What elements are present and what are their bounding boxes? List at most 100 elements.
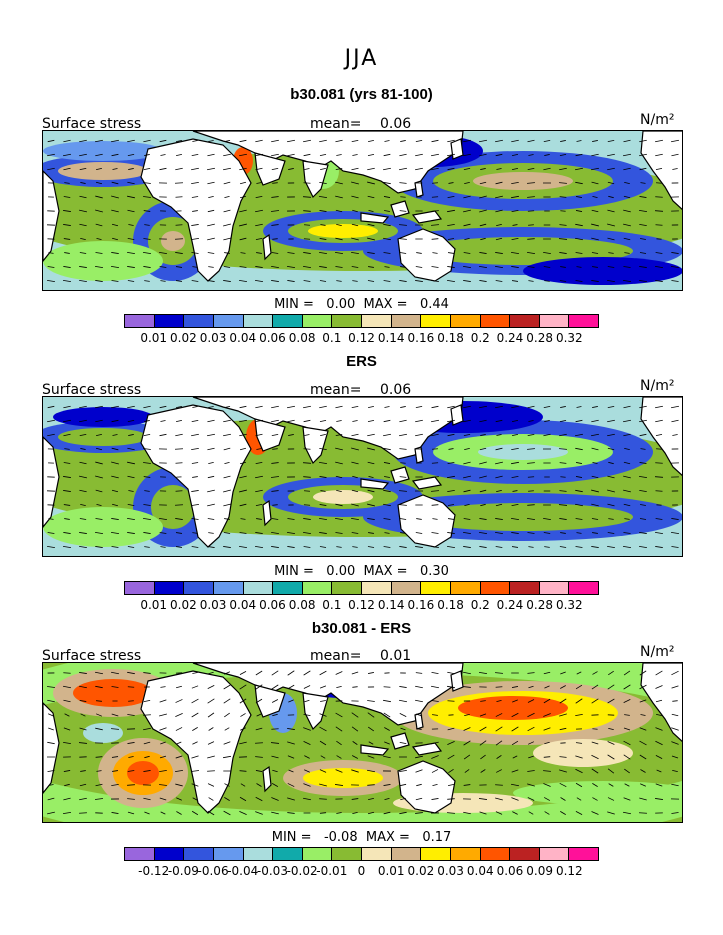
stress-arrow [79, 518, 87, 520]
stress-arrow [175, 280, 183, 282]
contour-region [58, 428, 148, 446]
stress-arrow [271, 139, 279, 143]
stress-arrow [95, 447, 103, 451]
stress-arrow [592, 266, 598, 268]
stress-arrow [608, 727, 614, 731]
stress-arrow [208, 671, 214, 675]
stress-arrow [336, 420, 342, 422]
stress-arrow [111, 812, 119, 814]
stress-arrow [575, 419, 583, 423]
stress-arrow [175, 433, 183, 437]
stress-arrow [511, 476, 519, 478]
stress-arrow [623, 209, 631, 213]
land-mass [140, 404, 252, 548]
stress-arrow [623, 670, 631, 676]
stress-arrow [224, 727, 230, 731]
stress-arrow [367, 784, 375, 786]
panel-1-minmax: MIN = 0.00 MAX = 0.44 [0, 297, 723, 312]
land-mass [450, 138, 464, 160]
stress-arrow [175, 266, 183, 268]
stress-arrow [575, 518, 583, 520]
stress-arrow [96, 713, 102, 717]
stress-arrow [592, 671, 598, 675]
stress-arrow [607, 503, 615, 507]
stress-arrow [463, 671, 471, 675]
stress-arrow [255, 419, 263, 423]
stress-arrow [191, 518, 199, 520]
stress-arrow [415, 685, 423, 689]
stress-arrow [384, 727, 390, 731]
stress-arrow [383, 546, 391, 548]
stress-arrow [495, 139, 503, 143]
stress-arrow [127, 742, 135, 744]
stress-arrow [367, 726, 375, 732]
stress-arrow [415, 812, 423, 814]
stress-arrow [479, 447, 487, 451]
stress-arrow [191, 167, 199, 171]
colorbar-tick-label: 0.32 [555, 598, 583, 612]
stress-arrow [319, 685, 327, 689]
stress-arrow [671, 518, 679, 520]
stress-arrow [479, 726, 487, 732]
colorbar-swatch [569, 315, 598, 327]
stress-arrow [271, 518, 279, 520]
stress-arrow [527, 672, 535, 674]
stress-arrow [239, 770, 247, 772]
stress-arrow [79, 252, 87, 254]
stress-arrow [607, 139, 615, 143]
stress-arrow [607, 181, 615, 185]
stress-arrow [96, 700, 102, 702]
stress-arrow [463, 153, 471, 157]
stress-arrow [447, 405, 455, 409]
colorbar-tick-label: 0.12 [555, 864, 583, 878]
stress-arrow [622, 811, 632, 815]
stress-arrow [351, 433, 359, 437]
land-mass [411, 476, 443, 490]
stress-arrow [112, 503, 118, 507]
stress-arrow [239, 195, 247, 199]
stress-arrow [415, 433, 423, 437]
stress-arrow [622, 546, 632, 548]
stress-arrow [79, 685, 87, 689]
stress-arrow [159, 433, 167, 437]
stress-arrow [447, 238, 455, 240]
stress-arrow [222, 755, 232, 759]
stress-arrow [207, 475, 215, 479]
stress-arrow [591, 503, 599, 507]
stress-arrow [95, 153, 103, 157]
stress-arrow [143, 448, 151, 450]
stress-arrow [239, 489, 247, 493]
stress-arrow [207, 810, 215, 816]
stress-arrow [318, 461, 328, 465]
stress-arrow [416, 728, 422, 730]
stress-arrow [431, 490, 439, 492]
stress-arrow [191, 280, 199, 282]
stress-arrow [192, 672, 198, 674]
stress-arrow [175, 504, 183, 506]
panel-1-map [42, 130, 683, 291]
stress-arrow [271, 433, 279, 437]
stress-arrow [192, 797, 198, 801]
stress-arrow [640, 504, 646, 506]
stress-arrow [224, 518, 230, 520]
stress-arrow [671, 755, 679, 759]
stress-arrow [111, 756, 119, 758]
colorbar-swatch [569, 582, 598, 594]
stress-arrow [447, 223, 455, 227]
stress-arrow [176, 685, 182, 689]
stress-arrow [383, 518, 391, 520]
colorbar-tick-label: 0.1 [322, 598, 342, 612]
stress-arrow [591, 489, 599, 493]
stress-arrow [287, 812, 295, 814]
stress-arrow [288, 168, 294, 170]
stress-arrow [223, 546, 231, 548]
stress-arrow [208, 727, 214, 731]
stress-arrow [287, 684, 295, 690]
stress-arrow [255, 238, 263, 240]
stress-arrow [63, 405, 71, 409]
stress-arrow [639, 727, 647, 731]
stress-arrow [352, 741, 358, 745]
stress-arrow [351, 518, 359, 520]
stress-arrow [511, 434, 519, 436]
